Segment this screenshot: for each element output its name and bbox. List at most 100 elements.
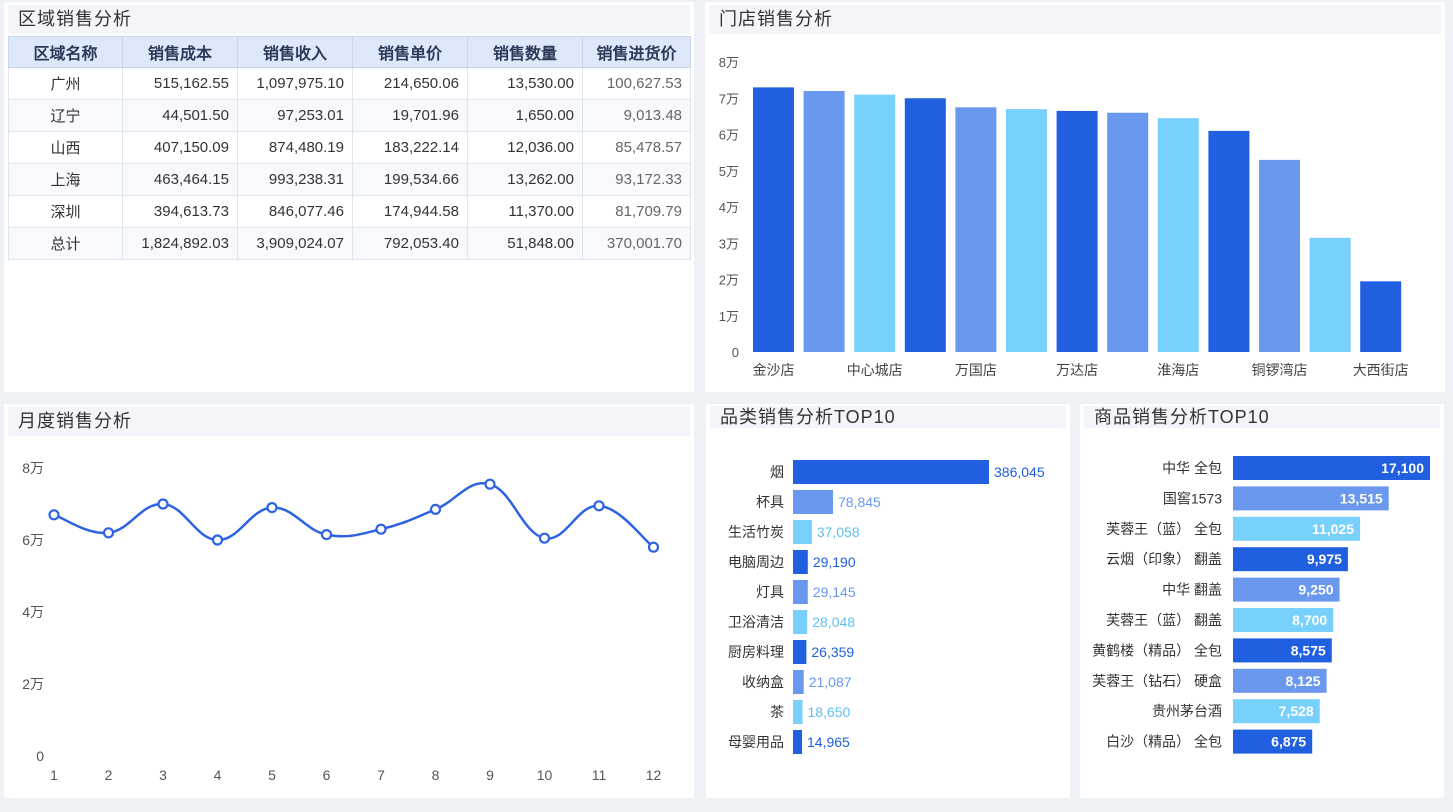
monthly-sales-point[interactable] [375,523,387,535]
monthly-sales-point[interactable] [266,501,278,514]
category-label: 白沙（精品） 全包 [1106,734,1222,750]
value-label: 11,025 [1312,521,1354,537]
x-tick-label: 8 [432,767,440,783]
table-row[interactable]: 山西 407,150.09 874,480.19 183,222.14 12,0… [8,131,691,164]
value-label: 29,145 [813,584,856,600]
category-label: 芙蓉王（钻石） 硬盒 [1092,673,1222,689]
y-tick-label: 3万 [719,236,739,251]
table-cell: 93,172.33 [582,163,691,196]
table-cell: 12,036.00 [467,131,583,164]
y-tick-label: 0 [732,345,739,360]
table-cell: 463,464.15 [122,163,238,196]
column-header[interactable]: 销售进货价 [582,36,691,68]
monthly-sales-point[interactable] [593,500,605,512]
hbar[interactable] [1233,699,1320,724]
table-cell: 13,530.00 [467,67,583,100]
table-header-row: 区域名称 销售成本 销售收入 销售单价 销售数量 销售进货价 [8,36,691,68]
hbar[interactable] [793,730,802,754]
hbar[interactable] [793,580,808,604]
column-header[interactable]: 区域名称 [8,36,123,68]
value-label: 26,359 [811,644,854,660]
hbar[interactable] [793,610,808,634]
hbar[interactable] [793,490,834,514]
hbar[interactable] [1233,638,1332,663]
store-bar[interactable] [854,94,896,352]
store-bar[interactable] [1360,281,1402,352]
monthly-sales-point[interactable] [484,478,496,490]
category-label: 电脑周边 [728,554,784,570]
value-label: 14,965 [807,734,850,750]
store-bar[interactable] [753,87,794,352]
monthly-sales-point[interactable] [320,529,333,541]
y-tick-label: 6万 [719,128,739,143]
table-row[interactable]: 深圳 394,613.73 846,077.46 174,944.58 11,3… [8,195,691,228]
x-tick-label: 万国店 [955,362,997,378]
region-sales-title: 区域销售分析 [8,5,690,34]
column-header[interactable]: 销售单价 [352,36,468,68]
hbar[interactable] [1233,547,1348,572]
monthly-sales-point[interactable] [647,541,660,553]
table-cell: 81,709.79 [582,195,691,228]
category-label: 杯具 [756,494,784,510]
monthly-sales-point[interactable] [48,509,60,521]
x-tick-label: 大西街店 [1353,362,1409,378]
store-bar[interactable] [1056,110,1098,352]
monthly-sales-panel: 月度销售分析 0 2万 4万 6万 8万 1 2 3 4 5 6 7 8 9 10 11 12 [4,404,694,798]
table-cell: 199,534.66 [352,163,468,196]
hbar[interactable] [793,460,989,484]
store-bar[interactable] [803,91,845,352]
column-header[interactable]: 销售收入 [237,36,353,68]
hbar[interactable] [793,670,804,694]
hbar[interactable] [793,700,803,724]
value-label: 21,087 [809,674,852,690]
store-bar[interactable] [955,107,997,352]
category-label: 母婴用品 [728,734,784,750]
monthly-sales-point[interactable] [429,503,442,516]
monthly-sales-point[interactable] [157,498,169,510]
hbar[interactable] [1233,668,1327,693]
store-bar[interactable] [1107,112,1149,352]
y-tick-label: 4万 [719,200,739,215]
hbar[interactable] [793,640,807,664]
category-label: 中华 翻盖 [1162,582,1222,598]
region-sales-table: 区域名称 销售成本 销售收入 销售单价 销售数量 销售进货价 广州 515,16… [8,36,691,260]
table-total-row[interactable]: 总计 1,824,892.03 3,909,024.07 792,053.40 … [8,227,691,260]
store-bar[interactable] [1309,237,1351,352]
store-bar[interactable] [1157,118,1199,352]
y-tick-label: 2万 [719,273,739,288]
x-tick-label: 12 [646,767,662,783]
hbar[interactable] [793,520,812,544]
x-tick-label: 铜锣湾店 [1252,362,1308,378]
table-row[interactable]: 上海 463,464.15 993,238.31 199,534.66 13,2… [8,163,691,196]
store-bar[interactable] [1208,130,1250,352]
hbar[interactable] [1233,729,1313,754]
hbar[interactable] [1233,577,1340,602]
value-label: 8,125 [1286,673,1321,689]
monthly-sales-point[interactable] [538,532,551,544]
table-row[interactable]: 广州 515,162.55 1,097,975.10 214,650.06 13… [8,67,691,100]
monthly-sales-point[interactable] [102,527,115,539]
column-header[interactable]: 销售数量 [467,36,583,68]
table-row[interactable]: 辽宁 44,501.50 97,253.01 19,701.96 1,650.0… [8,99,691,132]
x-tick-label: 3 [159,767,167,783]
value-label: 37,058 [817,524,860,540]
monthly-sales-point[interactable] [211,534,224,546]
hbar[interactable] [1233,516,1361,541]
table-cell: 515,162.55 [122,67,238,100]
table-cell: 183,222.14 [352,131,468,164]
hbar[interactable] [793,550,808,574]
column-header[interactable]: 销售成本 [122,36,238,68]
store-bar[interactable] [1259,159,1300,352]
table-cell: 407,150.09 [122,131,238,164]
table-cell: 广州 [8,67,123,100]
table-cell: 19,701.96 [352,99,468,132]
hbar[interactable] [1233,456,1430,480]
store-bar[interactable] [1006,109,1047,352]
store-bar[interactable] [904,98,946,352]
x-tick-label: 6 [323,767,331,783]
hbar[interactable] [1233,486,1389,511]
category-label: 黄鹤楼（精品） 全包 [1092,642,1222,658]
hbar[interactable] [1233,608,1334,632]
table-cell: 51,848.00 [467,227,583,260]
